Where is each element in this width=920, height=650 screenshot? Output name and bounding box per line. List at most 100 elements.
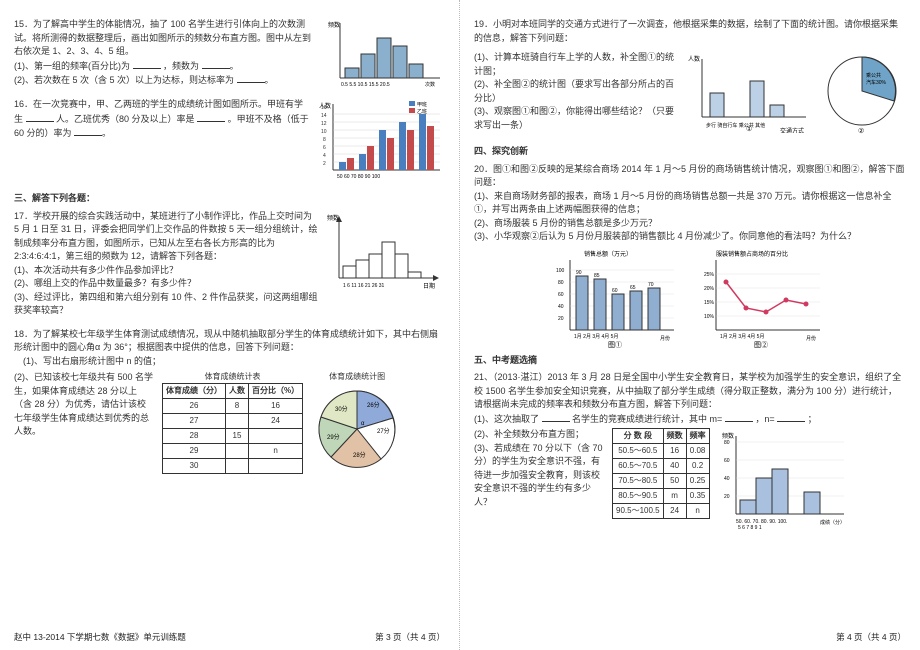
svg-text:α: α xyxy=(361,421,365,427)
page-3: 15．为了解高中学生的体能情况，抽了 100 名学生进行引体向上的次数测试。将所… xyxy=(0,0,460,650)
svg-text:频数: 频数 xyxy=(327,214,339,222)
q19-pie-chart: 乘公共 汽车30% ② xyxy=(822,51,906,135)
td: 60.5～70.5 xyxy=(613,459,664,474)
q20-sub2: (2)、商场服装 5 月份的销售总额是多少万元？ xyxy=(474,218,657,228)
q20-line-chart: 服装销售额占商场的百分比 10%15%20%25% 1月 2月 3月 4月 5月… xyxy=(698,248,828,348)
q21-sub1-tail: ； xyxy=(808,414,817,424)
svg-text:2: 2 xyxy=(323,161,326,167)
q18-pie-title: 体育成绩统计图 xyxy=(311,371,403,383)
td: 0.25 xyxy=(686,474,709,489)
th: 体育成绩（分） xyxy=(163,384,226,399)
svg-text:5 6 7 8 9 1: 5 6 7 8 9 1 xyxy=(738,525,762,531)
blank[interactable] xyxy=(237,73,265,83)
q21-sub1-mid: 名学生的竞赛成绩进行统计，其中 m= xyxy=(572,414,722,424)
footer-right: 第 4 页（共 4 页） xyxy=(474,631,906,644)
q16-chart: 人数 2468 10121416 50 60 70 80 90 10 xyxy=(315,98,445,182)
q17-text: 17．学校开展的综合实践活动中，某班进行了小制作评比，作品上交时间为 5 月 1… xyxy=(14,211,318,262)
svg-text:1 6 11 16 21 26 31: 1 6 11 16 21 26 31 xyxy=(343,283,385,289)
q21-sub3: (3)、若成绩在 70 分以下（含 70 分）的学生为安全意识不强，有待进一步加… xyxy=(474,443,603,507)
svg-text:26分: 26分 xyxy=(367,401,380,409)
q18-pie: 26分 27分 28分 29分 30分 α xyxy=(311,383,403,475)
q20-bar-chart: 销售总额（万元） 20406080100 9085 606570 xyxy=(552,248,682,348)
td xyxy=(226,459,249,474)
q19: 19．小明对本班同学的交通方式进行了一次调查，他根据采集的数据，绘制了下面的统计… xyxy=(474,18,906,135)
q15-sub2: (2)、若次数在 5 次（含 5 次）以上为达标，则达标率为 xyxy=(14,75,234,85)
svg-text:月份: 月份 xyxy=(806,335,816,342)
td: 16 xyxy=(663,444,686,459)
q18-table-title: 体育成绩统计表 xyxy=(162,371,303,383)
q21-sub1: (1)、这次抽取了 xyxy=(474,414,539,424)
q17: 17．学校开展的综合实践活动中，某班进行了小制作评比，作品上交时间为 5 月 1… xyxy=(14,210,445,318)
svg-text:85: 85 xyxy=(594,273,600,279)
q15-sub1-tail: ，频数为 xyxy=(163,61,199,71)
th: 分 数 段 xyxy=(613,429,664,444)
svg-text:28分: 28分 xyxy=(353,451,366,459)
svg-text:14: 14 xyxy=(321,113,327,119)
q18-sub2: (2)、已知该校七年级共有 500 名学生，如果体育成绩达 28 分以上（含 2… xyxy=(14,372,153,436)
blank[interactable] xyxy=(133,59,161,69)
section5-title: 五、中考题选摘 xyxy=(474,354,906,368)
td: 8 xyxy=(226,399,249,414)
td: 15 xyxy=(226,429,249,444)
q21: 21、（2013·湛江）2013 年 3 月 28 日是全国中小学生安全教育日，… xyxy=(474,371,906,532)
svg-text:人数: 人数 xyxy=(688,55,700,63)
td: n xyxy=(686,504,709,519)
svg-text:10%: 10% xyxy=(704,314,715,320)
svg-text:交通方式: 交通方式 xyxy=(780,127,804,133)
td: 30 xyxy=(163,459,226,474)
q19-sub2: (2)、补全图②的统计图（要求写出各部分所占的百分比） xyxy=(474,79,674,103)
td xyxy=(249,429,303,444)
blank[interactable] xyxy=(777,412,805,422)
svg-text:27分: 27分 xyxy=(377,427,390,435)
td: 28 xyxy=(163,429,226,444)
blank[interactable] xyxy=(26,112,54,122)
blank[interactable] xyxy=(197,112,225,122)
q17-chart: 频数 1 6 11 16 21 26 31 日期 xyxy=(325,210,445,318)
svg-text:20%: 20% xyxy=(704,286,715,292)
q21-sub1-mid2: ，n= xyxy=(755,414,774,424)
svg-text:频数: 频数 xyxy=(722,432,734,440)
td: 0.08 xyxy=(686,444,709,459)
svg-text:服装销售额占商场的百分比: 服装销售额占商场的百分比 xyxy=(716,250,788,258)
th: 频率 xyxy=(686,429,709,444)
svg-text:6: 6 xyxy=(323,145,326,151)
q18: 18．为了解某校七年级学生体育测试成绩情况，现从中随机抽取部分学生的体育成绩统计… xyxy=(14,328,445,476)
svg-text:汽车30%: 汽车30% xyxy=(866,79,887,86)
svg-text:步行 骑自行车 乘公共 其他: 步行 骑自行车 乘公共 其他 xyxy=(706,122,765,129)
q17-sub2: (2)、哪组上交的作品中数量最多？有多少件？ xyxy=(14,278,196,288)
q18-table-wrap: 体育成绩统计表 体育成绩（分）人数百分比（%） 26816 2724 2815 … xyxy=(162,371,303,474)
q21-text: 21、（2013·湛江）2013 年 3 月 28 日是全国中小学生安全教育日，… xyxy=(474,372,901,409)
svg-text:70: 70 xyxy=(648,282,654,288)
blank[interactable] xyxy=(725,412,753,422)
svg-text:图②: 图② xyxy=(754,341,768,348)
section3-title: 三、解答下列各题： xyxy=(14,192,445,206)
q19-sub3: (3)、观察图①和图②，你能得出哪些结论？（只要求写出一条） xyxy=(474,106,674,130)
blank[interactable] xyxy=(542,412,570,422)
td: 40 xyxy=(663,459,686,474)
svg-text:30分: 30分 xyxy=(335,405,348,413)
q19-bar-chart: 人数 步行 骑自行车 乘公共 其他 交通方式 ① xyxy=(686,51,816,135)
svg-text:16: 16 xyxy=(321,105,327,111)
td: 24 xyxy=(663,504,686,519)
svg-text:月份: 月份 xyxy=(660,335,670,342)
td: 50.5～60.5 xyxy=(613,444,664,459)
q20-text: 20．图①和图②反映的是某综合商场 2014 年 1 月～5 月份的商场销售统计… xyxy=(474,164,905,188)
footer-title: 赵中 13-2014 下学期七数《数据》单元训练题 xyxy=(14,631,186,644)
chart-title: 销售总额（万元） xyxy=(584,250,632,258)
q16: 16．在一次竞赛中，甲、乙两班的学生的成绩统计图如图所示。甲班有学生 人。乙班优… xyxy=(14,98,445,182)
svg-text:12: 12 xyxy=(321,121,327,127)
svg-text:次数: 次数 xyxy=(425,81,435,88)
section4-title: 四、探究创新 xyxy=(474,145,906,159)
footer-page4: 第 4 页（共 4 页） xyxy=(836,631,906,644)
th: 频数 xyxy=(663,429,686,444)
svg-text:图①: 图① xyxy=(608,341,622,348)
td: 27 xyxy=(163,414,226,429)
blank[interactable] xyxy=(74,126,102,136)
q18-sub1: (1)、写出右扇形统计图中 n 的值； xyxy=(14,355,445,369)
td xyxy=(249,459,303,474)
svg-text:40: 40 xyxy=(724,476,730,482)
q18-text: 18．为了解某校七年级学生体育测试成绩情况，现从中随机抽取部分学生的体育成绩统计… xyxy=(14,328,445,355)
q17-sub3: (3)、经过评比，第四组和第六组分别有 10 件、2 件作品获奖，问这两组哪组获… xyxy=(14,292,318,316)
td: n xyxy=(249,444,303,459)
blank[interactable] xyxy=(202,59,230,69)
